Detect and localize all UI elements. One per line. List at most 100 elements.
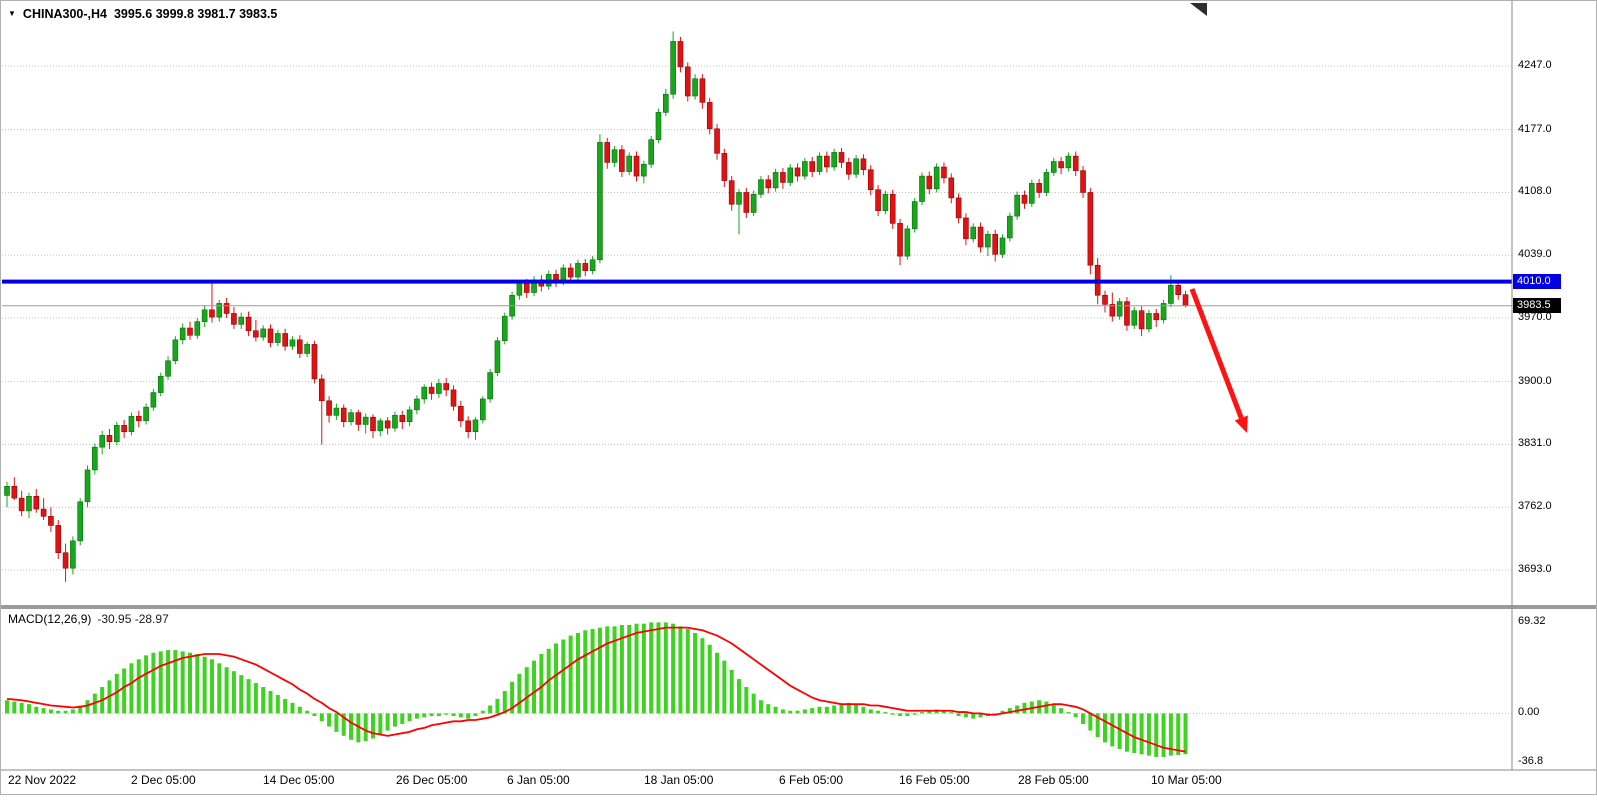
candle: [26, 496, 32, 512]
candle: [333, 407, 340, 416]
candle: [926, 175, 933, 190]
macd-bar: [436, 713, 441, 717]
candle: [809, 161, 816, 172]
candle: [157, 375, 164, 393]
macd-axis-tick: 69.32: [1518, 614, 1546, 627]
candle: [860, 158, 867, 171]
price-axis-tick: 3693.0: [1518, 563, 1552, 575]
candle: [1182, 294, 1189, 307]
candle: [311, 344, 318, 380]
candle: [1021, 194, 1028, 204]
candle: [443, 383, 450, 391]
symbol-marker-icon: ▼: [8, 8, 16, 18]
candle: [1087, 192, 1094, 266]
candle: [1153, 313, 1160, 321]
candle: [304, 344, 310, 354]
macd-bar: [144, 655, 149, 714]
macd-bar: [839, 704, 844, 714]
candle: [362, 416, 369, 425]
macd-bar: [795, 710, 800, 714]
candle: [911, 201, 918, 230]
candle: [348, 412, 354, 423]
date-axis-label: 28 Feb 05:00: [1018, 773, 1089, 787]
last-price-tag: 3983.5: [1513, 297, 1561, 313]
macd-bar: [678, 626, 683, 714]
macd-bar: [136, 659, 141, 714]
price-axis-tick: 3900.0: [1518, 374, 1552, 387]
macd-bar: [70, 709, 75, 714]
macd-name: MACD(12,26,9): [8, 612, 92, 626]
candle: [18, 497, 25, 512]
macd-bar: [634, 623, 639, 714]
candle: [450, 389, 457, 407]
candle: [999, 237, 1006, 255]
price-axis-tick: 3831.0: [1518, 437, 1552, 450]
candle: [421, 386, 428, 400]
candle: [655, 112, 662, 140]
candle: [296, 339, 303, 354]
macd-bar: [1059, 708, 1064, 714]
macd-bar: [122, 668, 127, 714]
candle: [1029, 183, 1035, 204]
candle: [684, 66, 691, 97]
candle: [802, 161, 808, 177]
macd-bar: [297, 706, 302, 714]
candle: [589, 259, 596, 271]
date-axis-label: 2 Dec 05:00: [131, 773, 196, 787]
macd-bar: [283, 698, 288, 714]
candle: [70, 540, 76, 569]
candle: [150, 392, 157, 408]
macd-bar: [920, 712, 924, 714]
macd-bar: [1103, 713, 1107, 743]
macd-bar: [854, 704, 859, 714]
candle: [941, 166, 947, 179]
macd-bar: [597, 627, 602, 714]
macd-bar: [173, 650, 178, 714]
candle: [706, 102, 713, 130]
macd-bar: [495, 698, 500, 714]
sell-arrow-annotation[interactable]: [1189, 288, 1248, 433]
horizontal-line-4010[interactable]: [2, 279, 1512, 284]
candle: [77, 501, 83, 542]
macd-bar: [868, 709, 873, 714]
macd-bar: [26, 704, 31, 714]
macd-bar: [48, 709, 53, 714]
macd-bar: [583, 630, 588, 714]
macd-bar: [1051, 704, 1056, 714]
candle: [370, 416, 376, 432]
macd-bar: [700, 638, 705, 714]
candle: [1014, 194, 1020, 217]
candle: [882, 193, 889, 211]
date-axis-label: 14 Dec 05:00: [263, 773, 335, 787]
macd-bar: [1044, 701, 1049, 714]
candle: [897, 223, 903, 257]
candle: [282, 333, 288, 347]
macd-bar: [1176, 713, 1181, 755]
candle: [399, 415, 406, 423]
candle: [648, 139, 654, 165]
symbol-timeframe-label: CHINA300-,H4: [22, 7, 107, 21]
candle: [780, 172, 786, 183]
price-axis-tick: 4247.0: [1518, 59, 1552, 71]
candle: [289, 339, 296, 347]
macd-bar: [758, 700, 763, 714]
candle: [714, 128, 720, 154]
macd-bar: [429, 713, 434, 717]
candle: [245, 316, 252, 332]
candle: [275, 333, 281, 343]
macd-bar: [202, 656, 207, 714]
macd-bar: [41, 708, 46, 714]
macd-bar: [539, 654, 544, 714]
candle: [406, 409, 413, 423]
candle: [728, 180, 735, 205]
candle: [1050, 161, 1057, 173]
candle: [494, 340, 501, 373]
candle: [963, 217, 969, 240]
candle: [619, 149, 625, 172]
macd-bar: [356, 713, 361, 743]
macd-bar: [473, 713, 478, 717]
macd-bar: [5, 700, 9, 714]
candle: [62, 552, 69, 569]
